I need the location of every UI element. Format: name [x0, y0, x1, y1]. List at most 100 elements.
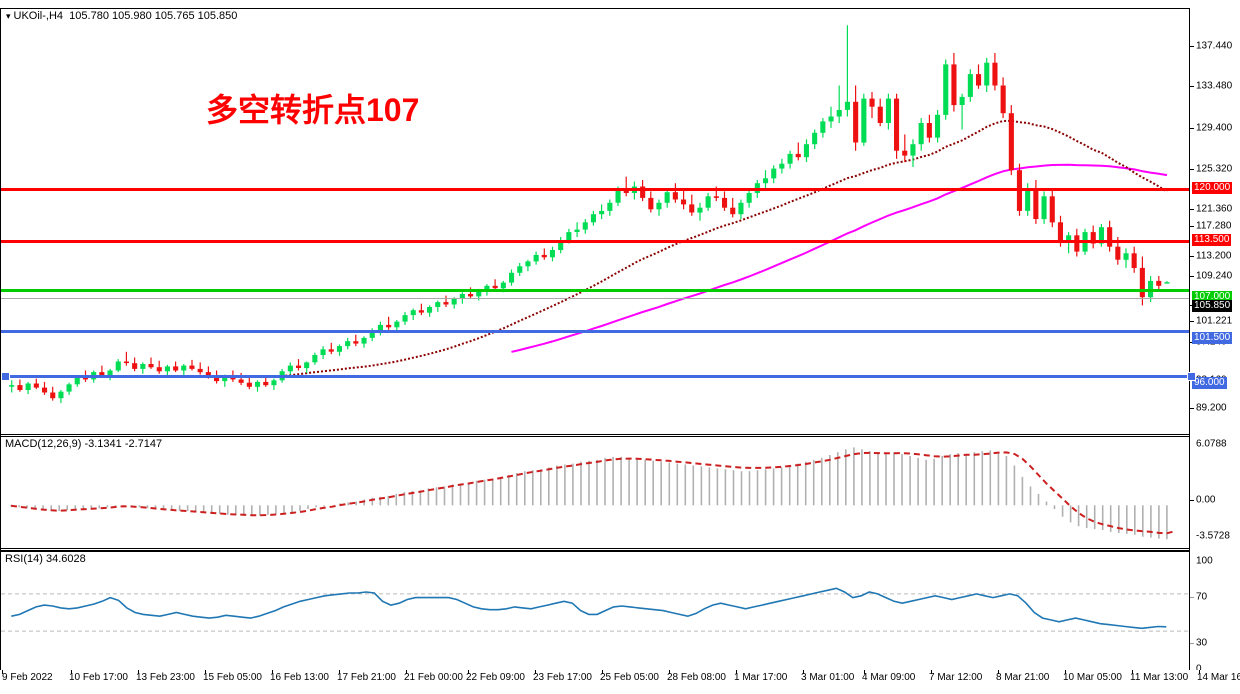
- price-tick-label: 101.221: [1196, 315, 1233, 327]
- price-tick: [1190, 86, 1194, 87]
- price-panel[interactable]: 多空转折点107: [1, 9, 1189, 434]
- price-tag-101-500[interactable]: 101.500: [1192, 332, 1233, 344]
- macd-tick-label: -3.5728: [1196, 530, 1230, 542]
- chart-header: ▾ UKOil-,H4 105.780 105.980 105.765 105.8…: [6, 10, 237, 22]
- level-line-107[interactable]: [1, 289, 1189, 292]
- time-axis-label: 17 Feb 21:00: [337, 672, 396, 683]
- time-axis-label: 28 Feb 08:00: [667, 672, 726, 683]
- price-tag-105-850[interactable]: 105.850: [1192, 300, 1233, 312]
- price-tick-label: 113.200: [1196, 250, 1232, 262]
- price-tick: [1190, 209, 1194, 210]
- time-axis-label: 10 Feb 17:00: [69, 672, 128, 683]
- time-axis-label: 4 Mar 09:00: [862, 672, 916, 683]
- rsi-tick: [1190, 643, 1194, 644]
- price-tick: [1190, 226, 1194, 227]
- price-tick-label: 137.440: [1196, 40, 1233, 52]
- price-tick-label: 125.320: [1196, 163, 1233, 175]
- ma-slow-line: [511, 163, 1168, 353]
- macd-rsi-divider: [0, 548, 1239, 549]
- price-tick-label: 109.240: [1196, 270, 1233, 282]
- time-axis-label: 9 Feb 2022: [2, 672, 53, 683]
- price-tick: [1190, 128, 1194, 129]
- time-axis-tick: [272, 670, 273, 674]
- price-tag-96-000[interactable]: 96.000: [1192, 377, 1227, 389]
- macd-signal-line: [10, 451, 1176, 535]
- price-tick: [1190, 46, 1194, 47]
- price-tick-label: 129.400: [1196, 122, 1233, 134]
- time-axis-label: 16 Feb 13:00: [270, 672, 329, 683]
- level-line-120[interactable]: [1, 188, 1189, 191]
- price-tag-120-000[interactable]: 120.000: [1192, 182, 1233, 194]
- macd-tick-label: 0.00: [1196, 494, 1216, 506]
- rsi-label: RSI(14) 34.6028: [5, 553, 86, 565]
- time-axis-tick: [1065, 670, 1066, 674]
- price-tick: [1190, 256, 1194, 257]
- time-axis-tick: [931, 670, 932, 674]
- time-axis-tick: [339, 670, 340, 674]
- price-tick: [1190, 276, 1194, 277]
- time-axis-tick: [205, 670, 206, 674]
- price-tick-label: 133.480: [1196, 80, 1233, 92]
- time-axis-label: 7 Mar 12:00: [929, 672, 983, 683]
- last-price-line: [1, 298, 1189, 299]
- time-axis-label: 3 Mar 01:00: [801, 672, 855, 683]
- time-axis-label: 8 Mar 21:00: [996, 672, 1050, 683]
- level-line-113-5[interactable]: [1, 240, 1189, 243]
- rsi-tick-label: 100: [1196, 555, 1213, 567]
- time-axis-tick: [406, 670, 407, 674]
- rsi-tick: [1190, 597, 1194, 598]
- time-axis-label: 14 Mar 16:00: [1197, 672, 1240, 683]
- price-tick: [1190, 408, 1194, 409]
- time-axis-label: 10 Mar 05:00: [1063, 672, 1122, 683]
- price-scale[interactable]: 137.440 133.480 129.400 125.320 121.360 117.2…: [1187, 8, 1239, 686]
- time-axis[interactable]: 9 Feb 2022 10 Feb 17:00 13 Feb 23:00 15 Feb…: [0, 670, 1240, 694]
- time-axis-label: 21 Feb 00:00: [404, 672, 463, 683]
- price-tick: [1190, 321, 1194, 322]
- time-axis-tick: [602, 670, 603, 674]
- time-axis-tick: [1199, 670, 1200, 674]
- level-handle-96-right[interactable]: [1187, 372, 1196, 381]
- time-axis-label: 22 Feb 09:00: [466, 672, 525, 683]
- rsi-tick-label: 70: [1196, 591, 1208, 603]
- macd-panel[interactable]: MACD(12,26,9) -3.1341 -2.7147: [1, 436, 1189, 548]
- price-tick-label: 89.200: [1196, 402, 1227, 414]
- time-axis-tick: [1132, 670, 1133, 674]
- macd-series: [10, 447, 1176, 540]
- time-axis-tick: [2, 670, 3, 674]
- time-axis-tick: [864, 670, 865, 674]
- time-axis-tick: [138, 670, 139, 674]
- time-axis-tick: [535, 670, 536, 674]
- macd-tick: [1190, 500, 1194, 501]
- rsi-tick-label: 0: [1196, 663, 1202, 675]
- time-axis-label: 23 Feb 17:00: [533, 672, 592, 683]
- time-axis-label: 13 Feb 23:00: [136, 672, 195, 683]
- time-axis-label: 11 Mar 13:00: [1130, 672, 1189, 683]
- ma-fast-line: [249, 119, 1168, 378]
- time-axis-label: 1 Mar 17:00: [734, 672, 788, 683]
- price-tick: [1190, 169, 1194, 170]
- price-macd-divider: [0, 434, 1239, 435]
- rsi-series: [1, 587, 1189, 632]
- level-line-96[interactable]: [1, 375, 1189, 378]
- time-axis-label: 25 Feb 05:00: [600, 672, 659, 683]
- rsi-panel[interactable]: RSI(14) 34.6028: [1, 551, 1189, 668]
- candles-group: [9, 25, 1170, 404]
- triangle-down-icon[interactable]: ▾: [6, 11, 11, 21]
- rsi-tick-label: 30: [1196, 637, 1208, 649]
- level-handle-96-left[interactable]: [1, 372, 10, 381]
- time-axis-tick: [736, 670, 737, 674]
- rsi-line: [11, 587, 1167, 630]
- chart-annotation: 多空转折点107: [206, 92, 420, 128]
- level-line-101-5[interactable]: [1, 330, 1189, 333]
- time-axis-tick: [803, 670, 804, 674]
- macd-tick-label: 6.0788: [1196, 438, 1227, 450]
- time-axis-tick: [998, 670, 999, 674]
- price-tick-label: 121.360: [1196, 203, 1233, 215]
- macd-rsi-divider-2: [0, 550, 1239, 551]
- time-axis-label: 15 Feb 05:00: [203, 672, 262, 683]
- price-tag-113-500[interactable]: 113.500: [1192, 234, 1232, 246]
- time-axis-tick: [468, 670, 469, 674]
- symbol-label: UKOil-,H4: [13, 10, 64, 22]
- macd-label: MACD(12,26,9) -3.1341 -2.7147: [5, 438, 163, 450]
